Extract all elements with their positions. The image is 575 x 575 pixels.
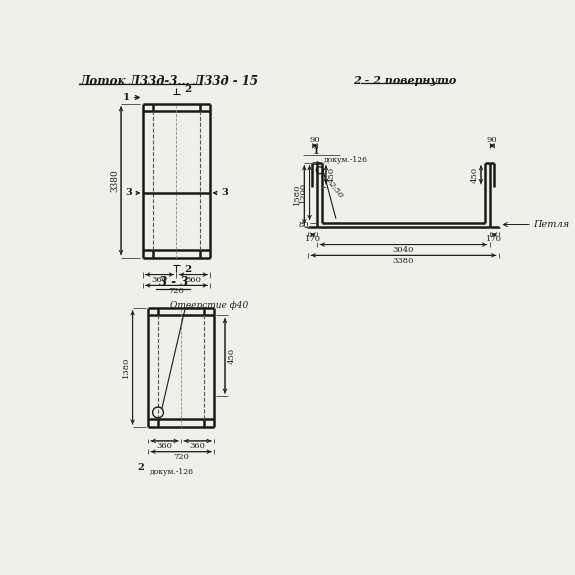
Text: 3380: 3380 xyxy=(110,169,120,192)
Text: 90: 90 xyxy=(309,136,320,144)
Text: 1380: 1380 xyxy=(122,356,130,378)
Text: 1: 1 xyxy=(312,147,319,156)
Text: 3: 3 xyxy=(125,189,132,197)
Text: 3380: 3380 xyxy=(393,256,414,264)
Text: докум.-126: докум.-126 xyxy=(323,155,367,163)
Text: 360: 360 xyxy=(186,276,201,284)
Text: 170: 170 xyxy=(486,235,502,243)
Text: 450: 450 xyxy=(471,167,479,183)
Text: 2: 2 xyxy=(184,264,191,274)
Text: 720: 720 xyxy=(168,287,185,295)
Text: 450: 450 xyxy=(228,348,236,364)
Text: 1: 1 xyxy=(123,93,131,102)
Text: 2:50: 2:50 xyxy=(327,179,345,200)
Text: Отверстие ф40: Отверстие ф40 xyxy=(170,301,249,310)
Text: 170: 170 xyxy=(305,235,321,243)
Text: 3: 3 xyxy=(221,189,228,197)
Text: докум.-126: докум.-126 xyxy=(150,469,194,477)
Text: 360: 360 xyxy=(156,442,172,450)
Text: 2: 2 xyxy=(184,85,191,94)
Text: Петля: Петля xyxy=(534,220,570,229)
Text: 3040: 3040 xyxy=(393,246,414,254)
Text: 3 - 3: 3 - 3 xyxy=(159,276,188,289)
Text: 450: 450 xyxy=(328,167,336,183)
Text: 90: 90 xyxy=(487,136,497,144)
Text: 2 - 2 повернуто: 2 - 2 повернуто xyxy=(353,75,456,86)
Text: 1200: 1200 xyxy=(298,182,306,203)
Text: 720: 720 xyxy=(173,453,189,461)
Text: 2: 2 xyxy=(137,463,144,471)
Text: Лоток Л33д-3... Л33д - 15: Лоток Л33д-3... Л33д - 15 xyxy=(79,75,259,88)
Text: 360: 360 xyxy=(152,276,167,284)
Text: 1580: 1580 xyxy=(293,184,301,205)
Text: 360: 360 xyxy=(190,442,206,450)
Text: 80: 80 xyxy=(298,221,309,229)
